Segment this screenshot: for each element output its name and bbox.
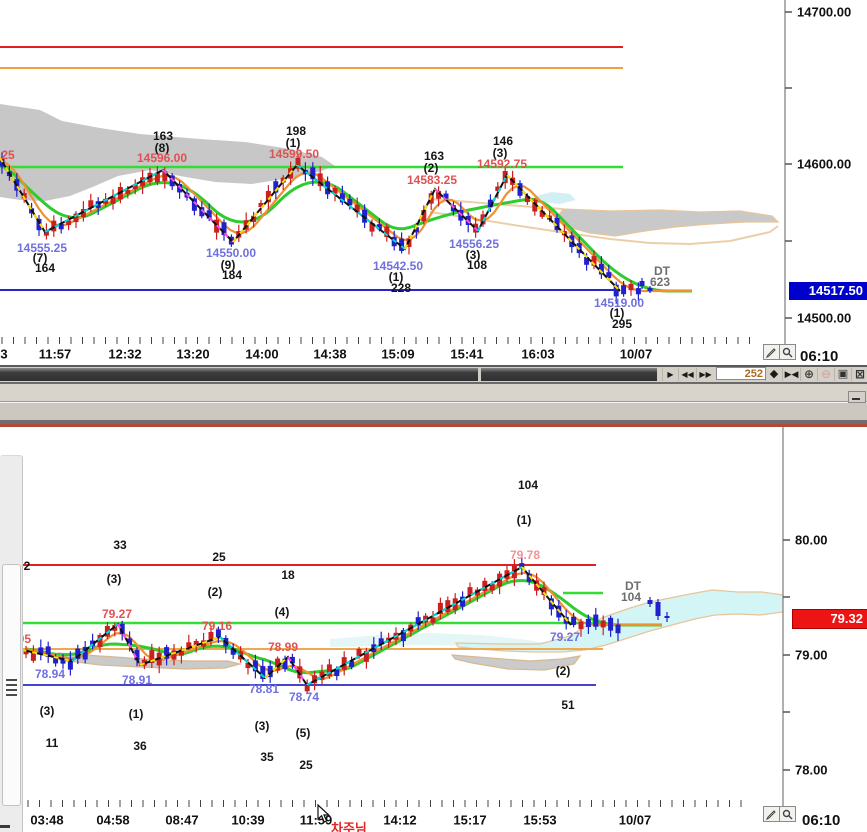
cloud-band bbox=[0, 104, 335, 201]
last-price-badge-bottom: 79.32 bbox=[792, 609, 867, 630]
play-button[interactable]: ▶ bbox=[662, 368, 678, 381]
close-icon[interactable]: ⊠ bbox=[851, 368, 867, 381]
cloud-band bbox=[450, 654, 582, 671]
chart-plot-area bbox=[0, 46, 780, 304]
grip-icon bbox=[6, 694, 17, 696]
snap-marker-icon[interactable]: ▶◀ bbox=[782, 368, 800, 381]
chart-plot-area bbox=[0, 556, 783, 695]
mouse-cursor bbox=[317, 803, 331, 829]
zoom-tool-button[interactable] bbox=[779, 344, 796, 360]
scrollbar-notch bbox=[478, 368, 481, 381]
bar-count-input[interactable] bbox=[716, 367, 766, 380]
left-scrollbar-track[interactable] bbox=[0, 455, 23, 832]
draw-tool-button[interactable] bbox=[763, 806, 780, 822]
panel-gap bbox=[0, 402, 867, 421]
session-clock-bottom: 06:10 bbox=[802, 812, 841, 829]
zoom-in-icon[interactable]: ⊕ bbox=[800, 368, 817, 381]
fast-ma-line bbox=[1, 159, 692, 293]
zoom-tool-button[interactable] bbox=[779, 806, 796, 822]
horizontal-scrollbar-thumb[interactable] bbox=[0, 368, 657, 381]
cloud-band bbox=[455, 589, 783, 653]
jump-diamond-icon[interactable]: ◆ bbox=[765, 368, 782, 381]
grip-icon bbox=[6, 684, 17, 686]
resize-dash bbox=[0, 825, 10, 828]
slow-ma-line bbox=[1, 164, 692, 293]
divider-line bbox=[0, 365, 867, 367]
chat-overlay-text: 차주님 bbox=[331, 821, 367, 832]
rewind-button[interactable]: ◀◀ bbox=[678, 368, 696, 381]
magnifier-icon bbox=[782, 347, 793, 357]
session-clock-top: 06:10 bbox=[800, 348, 839, 365]
pencil-icon bbox=[766, 809, 776, 820]
pencil-icon bbox=[766, 347, 776, 358]
left-scrollbar-thumb[interactable] bbox=[2, 564, 21, 806]
fast-forward-button[interactable]: ▶▶ bbox=[696, 368, 714, 381]
magnifier-icon bbox=[782, 809, 793, 819]
zoom-out-icon[interactable]: ⊖ bbox=[817, 368, 834, 381]
cloud-band bbox=[536, 192, 576, 204]
cloud-band bbox=[556, 208, 780, 237]
panel-gap bbox=[0, 384, 867, 402]
divider-line bbox=[0, 382, 867, 384]
draw-tool-button[interactable] bbox=[763, 344, 780, 360]
last-price-badge-top: 14517.50 bbox=[789, 282, 867, 301]
bottom-panel-top-border bbox=[0, 420, 867, 427]
maximize-icon[interactable]: ▣ bbox=[834, 368, 851, 381]
grip-icon bbox=[6, 679, 17, 681]
minimize-panel-button[interactable] bbox=[848, 391, 866, 403]
grip-icon bbox=[6, 689, 17, 691]
